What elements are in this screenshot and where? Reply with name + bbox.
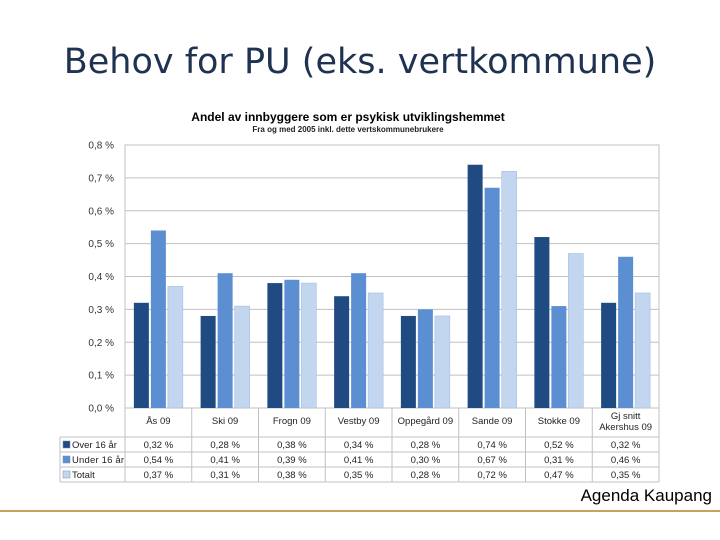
data-label: 0,35 % bbox=[611, 470, 641, 481]
data-label: 0,41 % bbox=[344, 455, 374, 466]
x-tick-label: Stokke 09 bbox=[538, 416, 580, 427]
footer-divider bbox=[0, 510, 720, 512]
legend-swatch bbox=[62, 455, 71, 464]
legend-label: Totalt bbox=[72, 470, 95, 481]
bar bbox=[234, 305, 250, 409]
x-tick-label: Ås 09 bbox=[146, 416, 170, 427]
bar bbox=[501, 171, 517, 409]
data-label: 0,74 % bbox=[477, 440, 507, 451]
data-label: 0,28 % bbox=[411, 470, 441, 481]
x-tick-label: Sande 09 bbox=[472, 416, 513, 427]
bar bbox=[200, 315, 216, 408]
y-tick-label: 0,2 % bbox=[88, 338, 114, 349]
x-tick-label: Gj snitt bbox=[611, 411, 641, 422]
y-tick-label: 0,1 % bbox=[88, 371, 114, 382]
data-label: 0,31 % bbox=[544, 455, 574, 466]
bar bbox=[634, 292, 651, 409]
data-label: 0,31 % bbox=[210, 470, 240, 481]
bar bbox=[551, 306, 567, 408]
slide-title: Behov for PU (eks. vertkommune) bbox=[63, 42, 657, 82]
data-label: 0,28 % bbox=[411, 440, 441, 451]
bar bbox=[400, 315, 416, 408]
data-label: 0,34 % bbox=[344, 440, 374, 451]
data-label: 0,47 % bbox=[544, 470, 574, 481]
data-label: 0,38 % bbox=[277, 470, 307, 481]
bar bbox=[301, 282, 317, 409]
y-tick-label: 0,6 % bbox=[88, 206, 114, 217]
footer-brand: Agenda Kaupang bbox=[580, 486, 712, 505]
x-tick-label: Oppegård 09 bbox=[398, 416, 453, 427]
chart-title: Andel av innbyggere som er psykisk utvik… bbox=[191, 110, 504, 124]
legend-swatch bbox=[62, 470, 71, 479]
data-label: 0,32 % bbox=[611, 440, 641, 451]
legend-label: Over 16 år bbox=[72, 440, 117, 451]
bar bbox=[484, 187, 500, 408]
y-tick-label: 0,0 % bbox=[88, 404, 114, 415]
x-tick-label: Ski 09 bbox=[212, 416, 238, 427]
bar bbox=[284, 279, 300, 408]
y-tick-label: 0,7 % bbox=[88, 173, 114, 184]
chart-subtitle: Fra og med 2005 inkl. dette vertskommune… bbox=[252, 125, 444, 134]
bar bbox=[434, 315, 451, 409]
legend-swatch bbox=[62, 440, 71, 449]
bar bbox=[417, 309, 433, 408]
bar bbox=[601, 302, 617, 408]
data-label: 0,72 % bbox=[477, 470, 507, 481]
data-label: 0,38 % bbox=[277, 440, 307, 451]
bar bbox=[133, 302, 149, 408]
y-tick-label: 0,8 % bbox=[88, 141, 114, 152]
data-label: 0,54 % bbox=[144, 455, 174, 466]
data-label: 0,37 % bbox=[144, 470, 174, 481]
bar bbox=[467, 164, 483, 408]
data-label: 0,32 % bbox=[144, 440, 174, 451]
bar bbox=[618, 256, 634, 408]
bar bbox=[167, 286, 184, 409]
data-label: 0,67 % bbox=[477, 455, 507, 466]
x-tick-label: Akershus 09 bbox=[599, 422, 652, 433]
data-label: 0,46 % bbox=[611, 455, 641, 466]
y-tick-label: 0,4 % bbox=[88, 272, 114, 283]
bar bbox=[267, 283, 283, 408]
y-tick-label: 0,5 % bbox=[88, 239, 114, 250]
data-label: 0,41 % bbox=[210, 455, 240, 466]
bar bbox=[334, 296, 350, 408]
bar bbox=[568, 253, 584, 409]
data-label: 0,28 % bbox=[210, 440, 240, 451]
x-tick-label: Frogn 09 bbox=[273, 416, 311, 427]
bar bbox=[534, 237, 550, 408]
y-tick-label: 0,3 % bbox=[88, 305, 114, 316]
data-label: 0,35 % bbox=[344, 470, 374, 481]
bar bbox=[351, 273, 367, 408]
data-label: 0,52 % bbox=[544, 440, 574, 451]
legend-label: Under 16 år bbox=[72, 455, 124, 466]
bar bbox=[367, 292, 384, 409]
data-label: 0,39 % bbox=[277, 455, 307, 466]
bar bbox=[217, 273, 233, 408]
x-tick-label: Vestby 09 bbox=[338, 416, 380, 427]
data-label: 0,30 % bbox=[411, 455, 441, 466]
bar bbox=[150, 230, 166, 408]
